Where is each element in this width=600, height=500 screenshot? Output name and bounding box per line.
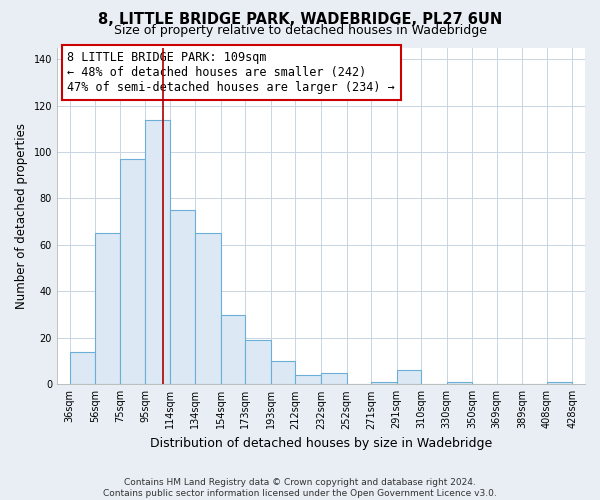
Bar: [547, 382, 572, 384]
Y-axis label: Number of detached properties: Number of detached properties: [15, 123, 28, 309]
Bar: [120, 159, 145, 384]
Text: Contains HM Land Registry data © Crown copyright and database right 2024.
Contai: Contains HM Land Registry data © Crown c…: [103, 478, 497, 498]
Bar: [397, 370, 421, 384]
Bar: [245, 340, 271, 384]
Bar: [295, 375, 321, 384]
Bar: [145, 120, 170, 384]
Bar: [196, 234, 221, 384]
Bar: [221, 314, 245, 384]
Bar: [70, 352, 95, 384]
Bar: [95, 234, 120, 384]
Text: 8, LITTLE BRIDGE PARK, WADEBRIDGE, PL27 6UN: 8, LITTLE BRIDGE PARK, WADEBRIDGE, PL27 …: [98, 12, 502, 28]
Bar: [371, 382, 397, 384]
Text: 8 LITTLE BRIDGE PARK: 109sqm
← 48% of detached houses are smaller (242)
47% of s: 8 LITTLE BRIDGE PARK: 109sqm ← 48% of de…: [67, 51, 395, 94]
Bar: [170, 210, 196, 384]
Bar: [321, 372, 347, 384]
Bar: [446, 382, 472, 384]
Bar: [271, 361, 295, 384]
Text: Size of property relative to detached houses in Wadebridge: Size of property relative to detached ho…: [113, 24, 487, 37]
X-axis label: Distribution of detached houses by size in Wadebridge: Distribution of detached houses by size …: [150, 437, 492, 450]
